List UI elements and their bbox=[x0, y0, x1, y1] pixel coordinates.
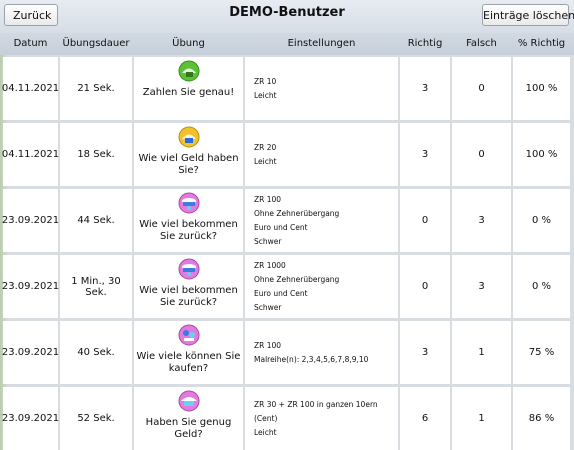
cell-exercise: Haben Sie genug Geld? bbox=[134, 387, 243, 450]
top-bar bbox=[0, 0, 574, 33]
setting-line: Leicht bbox=[254, 90, 277, 100]
exercise-name: Wie viel bekommen Sie zurück? bbox=[139, 285, 238, 308]
cell-settings: ZR 10 Leicht bbox=[245, 57, 398, 120]
cell-settings: ZR 20 Leicht bbox=[245, 123, 398, 186]
cell-exercise: Wie viel bekommen Sie zurück? bbox=[134, 189, 243, 252]
cell-wrong: 0 bbox=[452, 57, 511, 120]
cell-date: 04.11.2021 bbox=[2, 57, 59, 120]
header-percent: % Richtig bbox=[517, 38, 566, 49]
table-row[interactable]: 23.09.2021 40 Sek. Wie viele können Sie ka… bbox=[0, 321, 574, 384]
exercise-name: Wie viel bekommen Sie zurück? bbox=[139, 219, 238, 242]
cell-wrong: 3 bbox=[452, 255, 511, 318]
back-button[interactable]: Zurück bbox=[4, 4, 58, 26]
setting-line: Malreihe(n): 2,3,4,5,6,7,8,9,10 bbox=[254, 354, 369, 364]
table-row[interactable]: 23.09.2021 44 Sek. Wie viel bekommen Sie z… bbox=[0, 189, 574, 252]
table-header: Datum Übungsdauer Übung Einstellungen Ri… bbox=[0, 33, 574, 55]
cell-correct: 6 bbox=[400, 387, 450, 450]
cell-date: 23.09.2021 bbox=[2, 321, 59, 384]
exercise-name: Zahlen Sie genau! bbox=[142, 87, 235, 98]
cell-percent: 75 % bbox=[513, 321, 570, 384]
table-row[interactable]: 04.11.2021 21 Sek. Zahlen Sie genau! ZR 10 L… bbox=[0, 57, 574, 120]
cell-duration: 21 Sek. bbox=[60, 57, 132, 120]
green-money-icon bbox=[178, 60, 200, 85]
cell-duration: 40 Sek. bbox=[60, 321, 132, 384]
cell-settings: ZR 30 + ZR 100 in ganzen 10ern (Cent) Lei… bbox=[245, 387, 398, 450]
header-duration: Übungsdauer bbox=[62, 38, 130, 49]
setting-line: ZR 1000 bbox=[254, 260, 286, 270]
cell-date: 23.09.2021 bbox=[2, 255, 59, 318]
header-wrong: Falsch bbox=[466, 38, 497, 49]
change-money-icon bbox=[178, 192, 200, 217]
table-row[interactable]: 23.09.2021 1 Min., 30 Sek. Wie viel bekomm… bbox=[0, 255, 574, 318]
wallet-icon bbox=[178, 390, 200, 415]
cell-duration: 1 Min., 30 Sek. bbox=[60, 255, 132, 318]
setting-line: Leicht bbox=[254, 427, 277, 437]
cell-exercise: Zahlen Sie genau! bbox=[134, 57, 243, 120]
header-date: Datum bbox=[13, 38, 48, 49]
setting-line: Euro und Cent bbox=[254, 222, 308, 232]
setting-line: ZR 30 + ZR 100 in ganzen 10ern (Cent) bbox=[254, 399, 378, 423]
cell-correct: 0 bbox=[400, 255, 450, 318]
setting-line: Leicht bbox=[254, 156, 277, 166]
cell-duration: 52 Sek. bbox=[60, 387, 132, 450]
shopping-icon bbox=[178, 324, 200, 349]
cell-date: 04.11.2021 bbox=[2, 123, 59, 186]
setting-line: Schwer bbox=[254, 302, 282, 312]
cell-correct: 0 bbox=[400, 189, 450, 252]
cell-percent: 86 % bbox=[513, 387, 570, 450]
setting-line: Schwer bbox=[254, 236, 282, 246]
exercise-name: Haben Sie genug Geld? bbox=[145, 417, 232, 440]
setting-line: ZR 100 bbox=[254, 194, 282, 204]
cell-duration: 18 Sek. bbox=[60, 123, 132, 186]
cell-settings: ZR 1000 Ohne Zehnerübergang Euro und Cent S… bbox=[245, 255, 398, 318]
exercise-name: Wie viele können Sie kaufen? bbox=[136, 351, 241, 374]
setting-line: ZR 20 bbox=[254, 142, 277, 152]
setting-line: Ohne Zehnerübergang bbox=[254, 274, 340, 284]
cell-correct: 3 bbox=[400, 57, 450, 120]
cell-exercise: Wie viel Geld haben Sie? bbox=[134, 123, 243, 186]
exercise-name: Wie viel Geld haben Sie? bbox=[138, 153, 239, 176]
cell-date: 23.09.2021 bbox=[2, 189, 59, 252]
cell-wrong: 1 bbox=[452, 321, 511, 384]
cell-wrong: 0 bbox=[452, 123, 511, 186]
setting-line: ZR 100 bbox=[254, 340, 282, 350]
clear-entries-button[interactable]: Einträge löschen bbox=[482, 4, 574, 26]
setting-line: ZR 10 bbox=[254, 76, 277, 86]
gold-money-icon bbox=[178, 126, 200, 151]
header-exercise: Übung bbox=[172, 38, 205, 49]
cell-settings: ZR 100 Ohne Zehnerübergang Euro und Cent Sc… bbox=[245, 189, 398, 252]
table-row[interactable]: 23.09.2021 52 Sek. Haben Sie genug Geld? ZR… bbox=[0, 387, 574, 450]
cell-correct: 3 bbox=[400, 321, 450, 384]
cell-percent: 100 % bbox=[513, 123, 570, 186]
cell-duration: 44 Sek. bbox=[60, 189, 132, 252]
cell-settings: ZR 100 Malreihe(n): 2,3,4,5,6,7,8,9,10 bbox=[245, 321, 398, 384]
cell-wrong: 3 bbox=[452, 189, 511, 252]
cell-correct: 3 bbox=[400, 123, 450, 186]
cell-date: 23.09.2021 bbox=[2, 387, 59, 450]
cell-percent: 0 % bbox=[513, 255, 570, 318]
cell-exercise: Wie viel bekommen Sie zurück? bbox=[134, 255, 243, 318]
header-settings: Einstellungen bbox=[287, 38, 356, 49]
table-row[interactable]: 04.11.2021 18 Sek. Wie viel Geld haben Sie… bbox=[0, 123, 574, 186]
setting-line: Euro und Cent bbox=[254, 288, 308, 298]
cell-wrong: 1 bbox=[452, 387, 511, 450]
cell-percent: 0 % bbox=[513, 189, 570, 252]
header-correct: Richtig bbox=[407, 38, 443, 49]
cell-exercise: Wie viele können Sie kaufen? bbox=[134, 321, 243, 384]
change-money-icon bbox=[178, 258, 200, 283]
setting-line: Ohne Zehnerübergang bbox=[254, 208, 340, 218]
cell-percent: 100 % bbox=[513, 57, 570, 120]
